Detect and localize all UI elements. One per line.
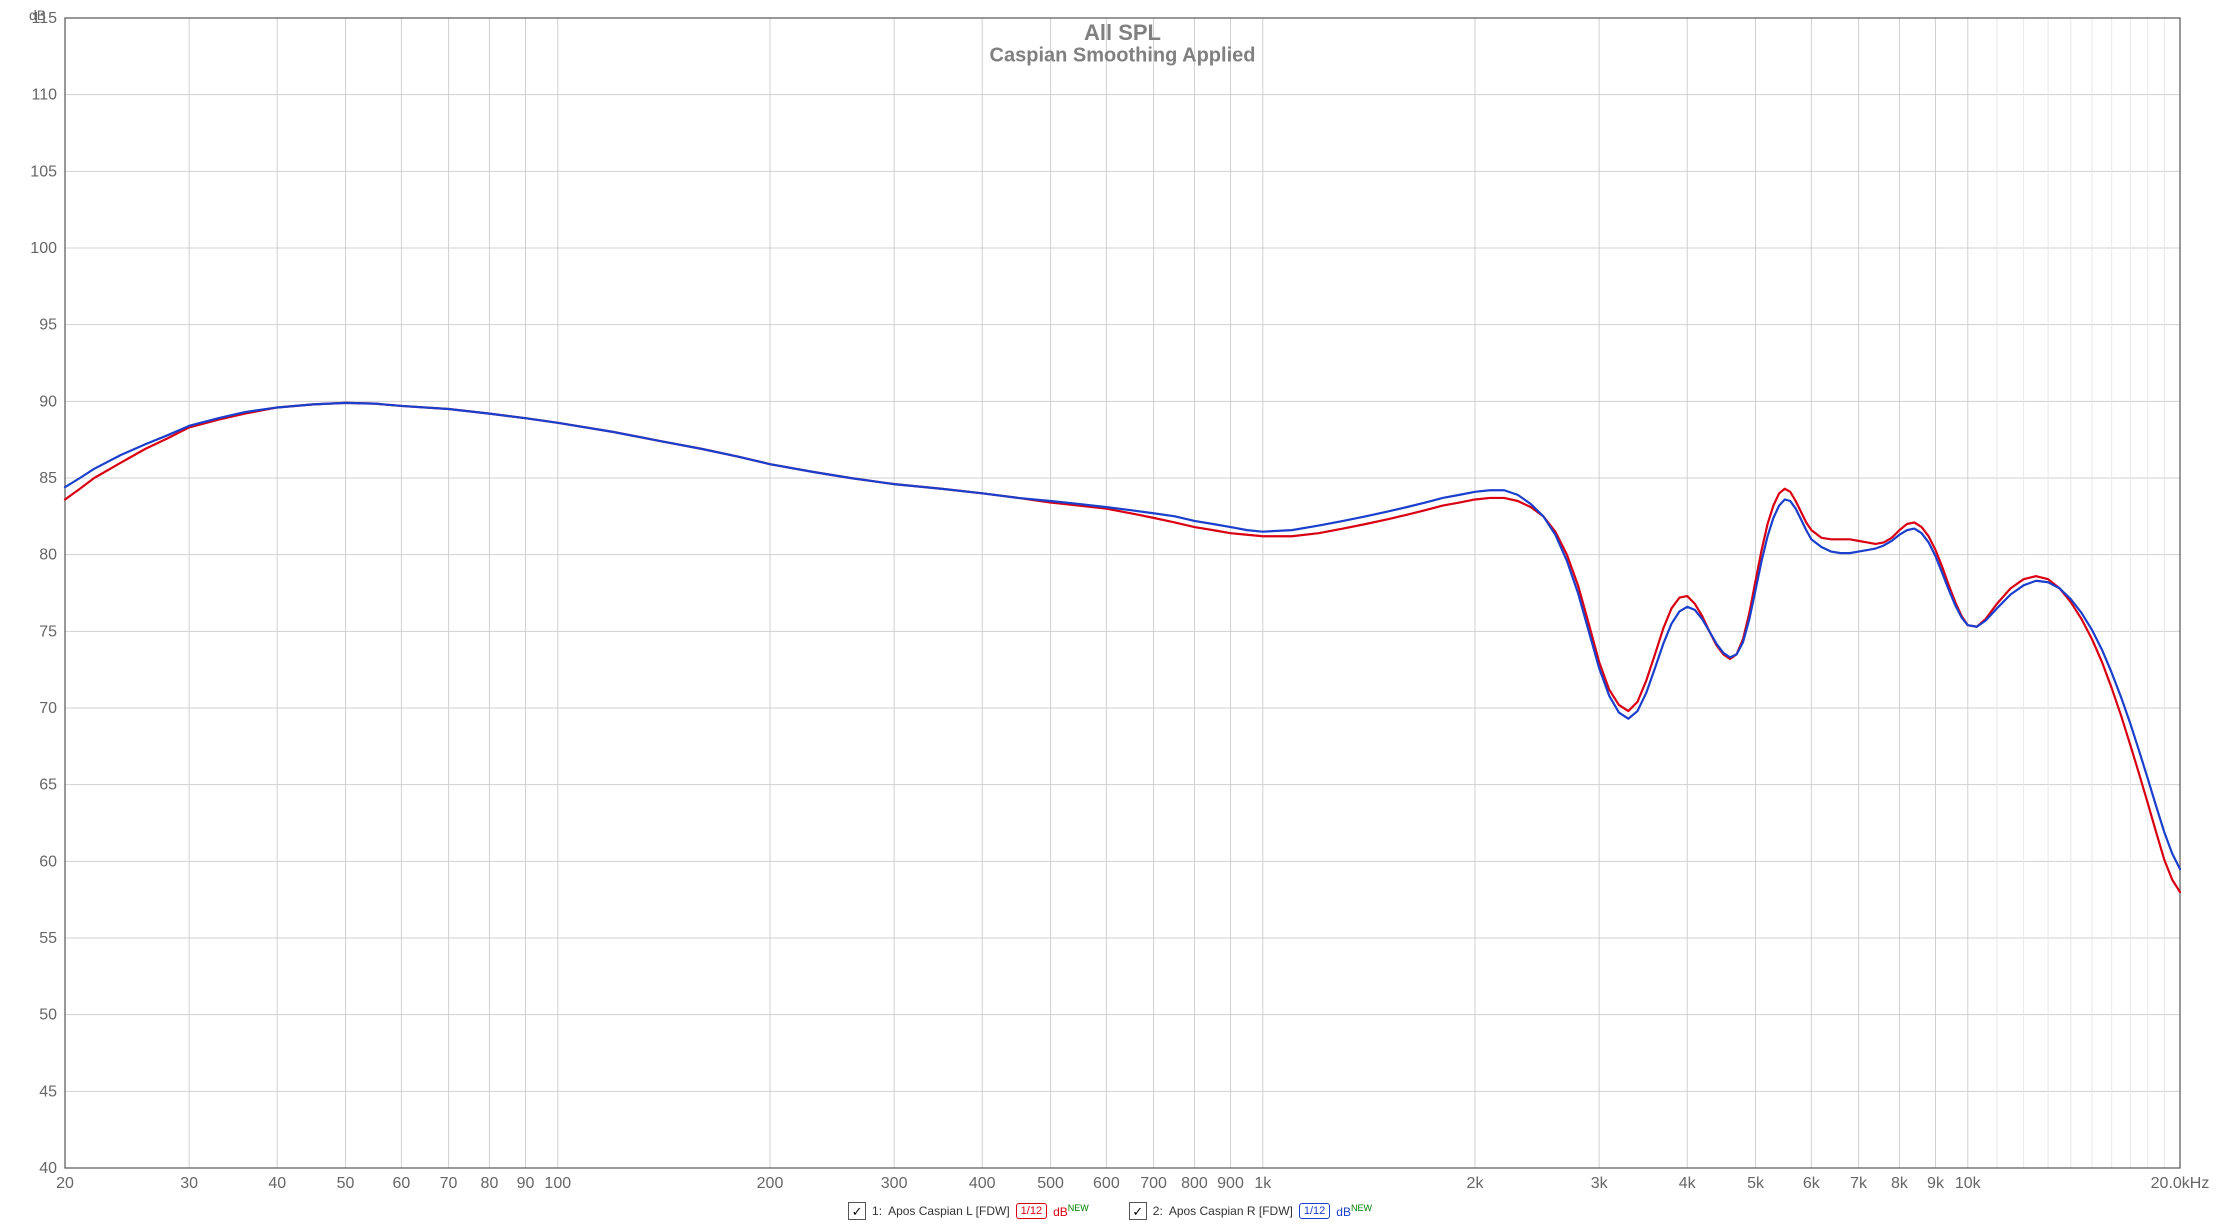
svg-text:1k: 1k (1254, 1175, 1272, 1192)
svg-text:110: 110 (31, 87, 57, 104)
svg-text:5k: 5k (1747, 1175, 1765, 1192)
svg-text:400: 400 (969, 1175, 996, 1192)
svg-text:100: 100 (544, 1175, 571, 1192)
legend-checkbox-R[interactable]: ✓ (1129, 1202, 1147, 1220)
svg-text:600: 600 (1093, 1175, 1120, 1192)
svg-text:6k: 6k (1803, 1175, 1821, 1192)
svg-text:90: 90 (39, 393, 57, 410)
svg-text:8k: 8k (1891, 1175, 1909, 1192)
svg-text:80: 80 (39, 547, 57, 564)
legend-index-L: 1: (872, 1204, 882, 1218)
svg-text:40: 40 (39, 1160, 57, 1177)
svg-text:20: 20 (56, 1175, 74, 1192)
svg-text:Caspian Smoothing Applied: Caspian Smoothing Applied (990, 45, 1256, 67)
legend-checkbox-L[interactable]: ✓ (848, 1202, 866, 1220)
svg-text:500: 500 (1037, 1175, 1064, 1192)
svg-text:60: 60 (392, 1175, 410, 1192)
svg-text:85: 85 (39, 470, 57, 487)
spl-chart: 404550556065707580859095100105110115dB20… (0, 0, 2220, 1228)
svg-text:700: 700 (1140, 1175, 1167, 1192)
legend-swatch-L: 1/12 (1016, 1203, 1047, 1219)
legend-name-R: Apos Caspian R [FDW] (1169, 1204, 1293, 1218)
svg-text:900: 900 (1217, 1175, 1244, 1192)
svg-text:55: 55 (39, 930, 57, 947)
svg-text:60: 60 (39, 853, 57, 870)
svg-text:10k: 10k (1955, 1175, 1982, 1192)
svg-text:300: 300 (881, 1175, 908, 1192)
legend: ✓ 1: Apos Caspian L [FDW] 1/12 dBNEW ✓ 2… (0, 1198, 2220, 1228)
svg-text:3k: 3k (1591, 1175, 1609, 1192)
svg-text:65: 65 (39, 777, 57, 794)
svg-text:9k: 9k (1927, 1175, 1945, 1192)
svg-text:4k: 4k (1679, 1175, 1697, 1192)
svg-text:40: 40 (268, 1175, 286, 1192)
svg-text:dB: dB (29, 7, 46, 23)
svg-text:70: 70 (39, 700, 57, 717)
svg-text:105: 105 (30, 163, 57, 180)
svg-text:70: 70 (440, 1175, 458, 1192)
svg-text:800: 800 (1181, 1175, 1208, 1192)
chart-svg: 404550556065707580859095100105110115dB20… (0, 0, 2220, 1195)
svg-text:200: 200 (757, 1175, 784, 1192)
legend-item-L[interactable]: ✓ 1: Apos Caspian L [FDW] 1/12 dBNEW (848, 1202, 1089, 1220)
svg-text:45: 45 (39, 1083, 57, 1100)
legend-db-L: dBNEW (1053, 1203, 1089, 1219)
legend-db-R: dBNEW (1336, 1203, 1372, 1219)
svg-text:80: 80 (481, 1175, 499, 1192)
legend-index-R: 2: (1153, 1204, 1163, 1218)
legend-name-L: Apos Caspian L [FDW] (888, 1204, 1010, 1218)
svg-text:All SPL: All SPL (1084, 20, 1161, 45)
svg-text:50: 50 (337, 1175, 355, 1192)
svg-text:7k: 7k (1850, 1175, 1868, 1192)
svg-text:100: 100 (30, 240, 57, 257)
svg-text:95: 95 (39, 317, 57, 334)
legend-item-R[interactable]: ✓ 2: Apos Caspian R [FDW] 1/12 dBNEW (1129, 1202, 1372, 1220)
svg-text:90: 90 (517, 1175, 535, 1192)
svg-text:50: 50 (39, 1007, 57, 1024)
svg-text:75: 75 (39, 623, 57, 640)
svg-text:2k: 2k (1467, 1175, 1485, 1192)
svg-text:20.0kHz: 20.0kHz (2151, 1175, 2210, 1192)
legend-swatch-R: 1/12 (1299, 1203, 1330, 1219)
svg-text:30: 30 (180, 1175, 198, 1192)
